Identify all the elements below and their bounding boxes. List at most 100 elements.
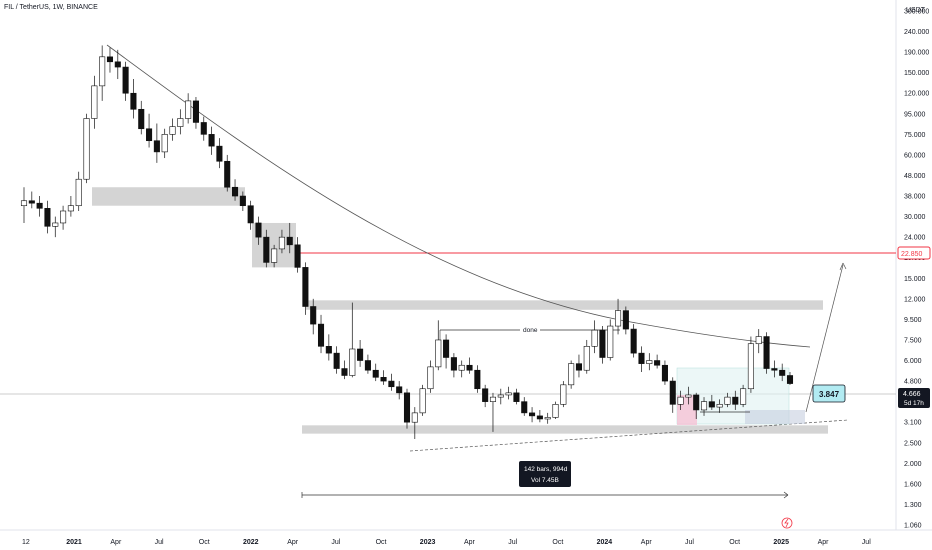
time-tick-label: Jul xyxy=(331,539,340,546)
price-tick-label: 30.000 xyxy=(904,214,926,221)
candle-body xyxy=(630,328,637,354)
candle-body xyxy=(146,128,153,142)
lightning-glyph xyxy=(784,518,789,528)
candle-body xyxy=(130,92,137,110)
currency-label: USDT xyxy=(906,7,926,14)
projection-arrow-line[interactable] xyxy=(805,264,844,413)
candle-body xyxy=(232,186,239,197)
candle-body xyxy=(521,401,528,414)
candle-body xyxy=(247,205,254,224)
time-tick-label: Jul xyxy=(685,539,694,546)
price-tick-label: 150.000 xyxy=(904,70,929,77)
candle-body xyxy=(403,392,411,423)
candle-body xyxy=(482,388,489,402)
time-tick-label: 2022 xyxy=(243,539,259,546)
candle-body xyxy=(638,352,645,364)
price-zone[interactable] xyxy=(306,300,823,310)
time-axis: 12 2021 Apr Jul Oct 2022 Apr Jul Oct 2023 Apr Jul Oc… xyxy=(22,539,871,546)
time-tick-label: Apr xyxy=(818,539,830,546)
time-tick-label: Oct xyxy=(552,539,563,546)
target-label-box[interactable] xyxy=(812,384,846,403)
price-tick-label: 1.600 xyxy=(904,481,922,488)
candle-body xyxy=(169,126,176,135)
candle-body xyxy=(99,56,106,87)
candle-body xyxy=(740,388,747,405)
candle-body xyxy=(302,267,309,307)
range-arrow-icon xyxy=(783,491,789,499)
candle-body xyxy=(255,222,262,238)
candle-body xyxy=(91,85,98,119)
candle-body xyxy=(466,364,473,371)
time-tick-label: 2025 xyxy=(773,539,789,546)
time-tick-label: 2023 xyxy=(420,539,436,546)
done-label: done xyxy=(523,327,538,334)
price-tick-label: 24.000 xyxy=(904,235,926,242)
candle-body xyxy=(239,195,246,207)
candle-body xyxy=(317,323,325,347)
candle-body xyxy=(763,336,770,369)
time-tick-label: Apr xyxy=(641,539,653,546)
candle-body xyxy=(654,360,661,366)
time-tick-label: 12 xyxy=(22,539,30,546)
candle-body xyxy=(357,348,364,361)
candle-body xyxy=(153,140,160,153)
price-tick-label: 3.100 xyxy=(904,420,922,427)
price-tick-label: 300.000 xyxy=(904,9,929,16)
candle-body xyxy=(20,200,28,207)
candle-body xyxy=(786,375,794,384)
candle-body xyxy=(607,325,614,358)
candle-body xyxy=(622,310,629,330)
entry-zone-box[interactable] xyxy=(745,410,805,424)
symbol-header: FIL / TetherUS, 1W, BINANCE xyxy=(4,4,98,11)
time-tick-label: Apr xyxy=(287,539,299,546)
downtrend-curve[interactable] xyxy=(106,44,811,348)
candle-body xyxy=(286,236,293,246)
range-info-box xyxy=(519,461,571,487)
candle-body xyxy=(349,348,356,376)
candle-body xyxy=(716,404,723,408)
price-tick-label: 95.000 xyxy=(904,111,926,118)
candle-body xyxy=(700,401,708,411)
range-vol-text: Vol 7.45B xyxy=(531,477,559,484)
price-tick-label: 38.000 xyxy=(904,194,926,201)
price-tick-label: 1.060 xyxy=(904,523,922,530)
candle-body xyxy=(192,100,199,123)
candle-body xyxy=(732,396,739,405)
candle-body xyxy=(685,394,692,398)
candle-body xyxy=(224,160,231,188)
candle-body xyxy=(646,360,653,364)
candle-body xyxy=(75,178,82,207)
price-tick-label: 6.000 xyxy=(904,358,922,365)
candle-body xyxy=(536,415,543,420)
price-zone[interactable] xyxy=(302,425,828,434)
price-tick-label: 240.000 xyxy=(904,29,929,36)
candle-body xyxy=(122,66,129,94)
candle-body xyxy=(208,134,215,147)
candle-body xyxy=(599,329,606,358)
candle-body xyxy=(435,339,442,368)
time-tick-label: 2021 xyxy=(66,539,82,546)
price-tick-label: 9.500 xyxy=(904,317,922,324)
candle-body xyxy=(138,108,145,130)
candle-body xyxy=(568,363,575,386)
price-zone[interactable] xyxy=(92,187,245,206)
candle-body xyxy=(583,346,590,371)
price-tick-label: 12.000 xyxy=(904,296,926,303)
candle-body xyxy=(106,56,114,63)
candle-body xyxy=(52,222,59,227)
ascending-support-line[interactable] xyxy=(409,419,849,452)
candle-body xyxy=(450,357,457,371)
candle-body xyxy=(529,412,536,417)
candle-body xyxy=(380,377,387,382)
candle-body xyxy=(325,346,332,354)
candle-body xyxy=(372,369,379,378)
candle-body xyxy=(294,244,301,268)
price-tick-label: 2.500 xyxy=(904,440,922,447)
candle-body xyxy=(575,363,582,371)
range-bars-text: 142 bars, 994d xyxy=(524,466,568,473)
candle-body xyxy=(396,386,403,394)
time-tick-label: Oct xyxy=(729,539,740,546)
candle-body xyxy=(458,364,465,371)
candle-body xyxy=(497,394,504,398)
